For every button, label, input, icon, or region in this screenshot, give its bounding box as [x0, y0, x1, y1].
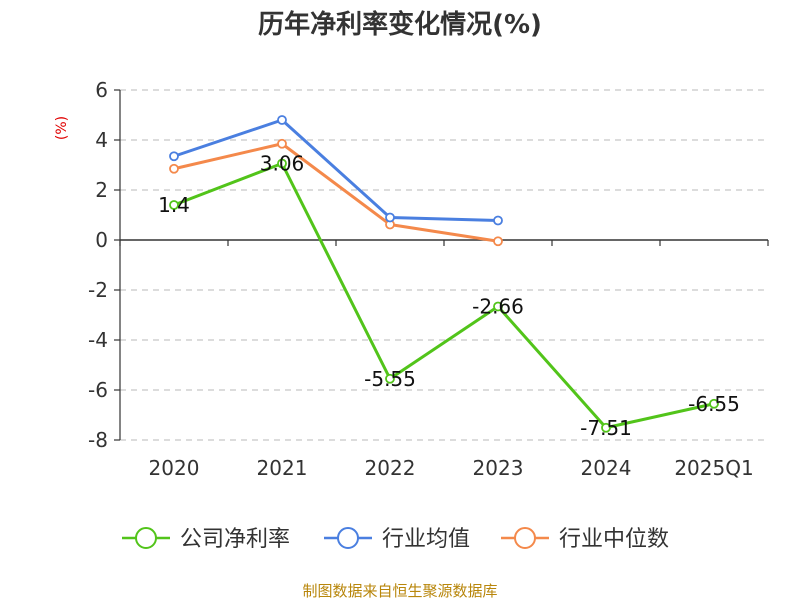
data-label: 1.4	[158, 193, 190, 217]
series-line	[173, 162, 715, 430]
y-axis-unit: (%)	[54, 116, 70, 140]
y-tick-label: 2	[95, 178, 108, 202]
x-tick-label: 2023	[473, 456, 524, 480]
data-label: -2.66	[472, 295, 524, 319]
data-label: -5.55	[364, 367, 416, 391]
legend[interactable]: 公司净利率 行业均值 行业中位数	[122, 527, 669, 552]
y-tick-label: -2	[88, 278, 108, 302]
data-point	[601, 422, 611, 433]
grid	[120, 89, 768, 441]
legend-label: 公司净利率	[180, 527, 290, 552]
y-tick-label: -8	[88, 428, 108, 452]
data-point	[169, 200, 179, 210]
y-tick-label: -4	[88, 328, 108, 352]
series-line	[173, 142, 499, 243]
data-point	[709, 398, 719, 409]
data-label: -6.55	[688, 392, 740, 416]
data-label: 3.06	[260, 152, 305, 176]
data-point	[277, 138, 287, 149]
data-labels: 1.4 3.06 -5.55 -2.66 -7.51 -6.55	[158, 152, 740, 440]
data-point	[277, 115, 287, 125]
legend-label: 行业均值	[382, 527, 470, 552]
source-note: 制图数据来自恒生聚源数据库	[302, 582, 497, 600]
data-point	[493, 236, 503, 247]
x-tick-label: 2020	[149, 456, 200, 480]
x-tick-label: 2021	[257, 456, 308, 480]
x-tick-label: 2022	[365, 456, 416, 480]
legend-marker	[514, 527, 536, 549]
data-point	[493, 215, 503, 226]
legend-item[interactable]: 行业中位数	[501, 527, 669, 552]
legend-marker	[135, 527, 157, 549]
y-tick-label: 6	[95, 78, 108, 102]
x-tick-label: 2025Q1	[674, 456, 753, 480]
y-tick-label: -6	[88, 378, 108, 402]
data-point	[385, 212, 395, 223]
data-point	[493, 301, 503, 312]
legend-marker	[337, 527, 359, 549]
chart-title: 历年净利率变化情况(%)	[258, 9, 542, 40]
data-point	[277, 158, 287, 169]
data-point	[169, 151, 179, 162]
x-tick-label: 2024	[581, 456, 632, 480]
data-point	[385, 373, 395, 384]
y-tick-label: 0	[95, 228, 108, 252]
series-line	[173, 118, 499, 222]
legend-item[interactable]: 公司净利率	[122, 527, 290, 552]
y-tick-label: 4	[95, 128, 108, 152]
legend-item[interactable]: 行业均值	[324, 527, 470, 552]
data-label: -7.51	[580, 416, 632, 440]
axes: 6 4 2 0 -2 -4 -6 -8 2020 2021 2022 2023 2024 2025Q1	[88, 78, 769, 480]
series-lines	[169, 115, 719, 433]
data-point	[169, 163, 179, 174]
legend-label: 行业中位数	[559, 527, 669, 552]
